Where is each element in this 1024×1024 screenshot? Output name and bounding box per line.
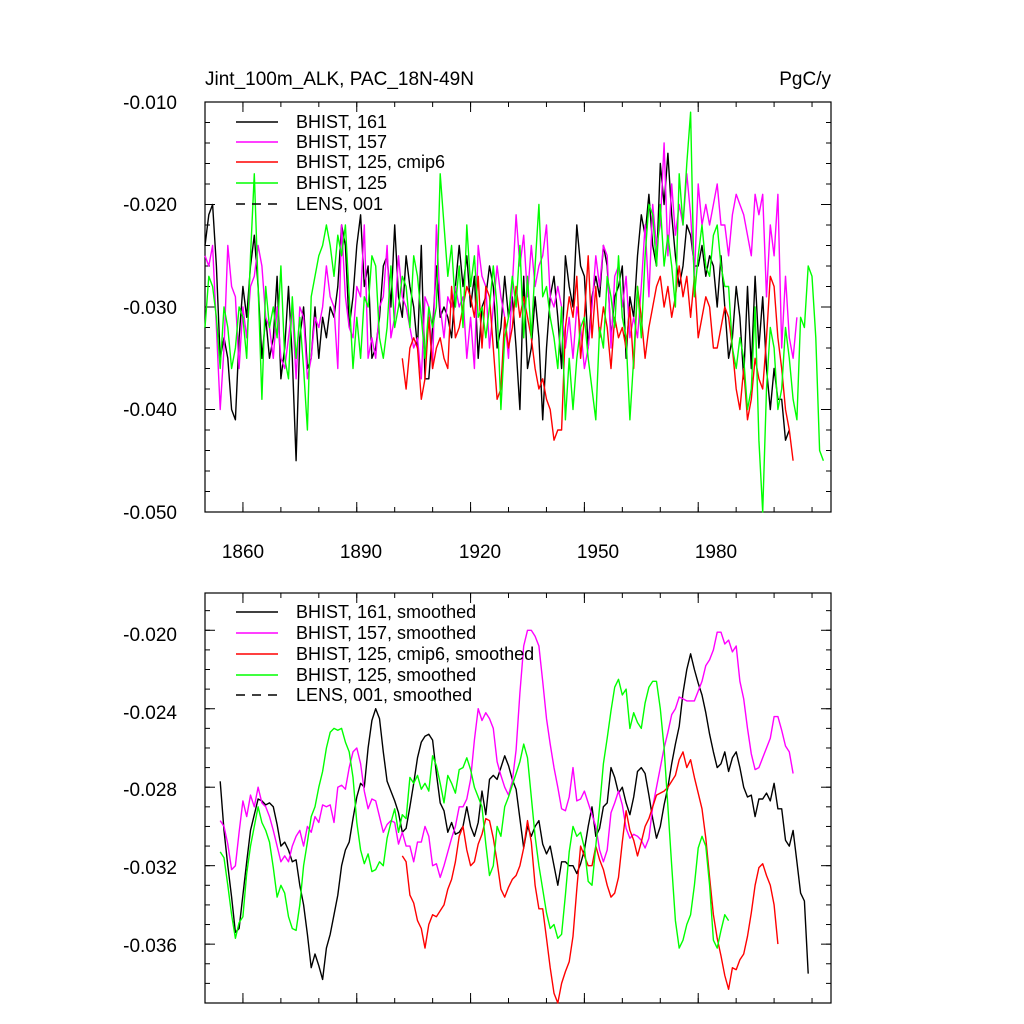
x-tick-label: 1920	[459, 542, 501, 563]
series-line-bhist-125-smoothed	[219, 678, 730, 949]
y-axis-bottom: -0.020 -0.024 -0.028 -0.032 -0.036	[123, 625, 177, 957]
legend-label: BHIST, 125, cmip6	[296, 152, 445, 172]
y-tick-label: -0.040	[123, 400, 177, 421]
panel-smoothed: -0.020 -0.024 -0.028 -0.032 -0.036 BHIST…	[123, 592, 832, 1004]
series-line-bhist-125-cmip6	[401, 255, 794, 461]
tick-marks-top	[204, 101, 831, 513]
y-tick-label: -0.032	[123, 858, 177, 879]
y-tick-label: -0.028	[123, 780, 177, 801]
legend-label: BHIST, 157	[296, 132, 387, 152]
legend-label: LENS, 001, smoothed	[296, 685, 472, 705]
series-line-bhist-125-cmip6-smoothed	[401, 751, 779, 1004]
y-tick-label: -0.030	[123, 298, 177, 319]
series-line-bhist-157	[204, 142, 798, 411]
x-tick-label: 1860	[222, 542, 264, 563]
tick-marks-bottom	[204, 593, 831, 1004]
legend-label: LENS, 001	[296, 194, 383, 214]
chart-title: Jint_100m_ALK, PAC_18N-49N	[205, 69, 474, 90]
legend-top: BHIST, 161 BHIST, 157 BHIST, 125, cmip6 …	[236, 112, 445, 214]
legend-label: BHIST, 161, smoothed	[296, 602, 476, 622]
series-line-bhist-125	[204, 111, 825, 513]
x-tick-label: 1980	[695, 542, 737, 563]
y-tick-label: -0.024	[123, 703, 177, 724]
x-tick-label: 1890	[340, 542, 382, 563]
legend-bottom: BHIST, 161, smoothed BHIST, 157, smoothe…	[236, 602, 534, 705]
y-tick-label: -0.036	[123, 936, 177, 957]
y-tick-label: -0.020	[123, 195, 177, 216]
legend-label: BHIST, 157, smoothed	[296, 623, 476, 643]
legend-label: BHIST, 161	[296, 112, 387, 132]
y-tick-label: -0.020	[123, 625, 177, 646]
y-axis-top: -0.010 -0.020 -0.030 -0.040 -0.050	[123, 93, 177, 524]
units-label: PgC/y	[779, 69, 831, 90]
panel-annual: Jint_100m_ALK, PAC_18N-49N PgC/y -0.010 …	[123, 69, 832, 563]
legend-label: BHIST, 125	[296, 173, 387, 193]
x-tick-label: 1950	[577, 542, 619, 563]
legend-label: BHIST, 125, smoothed	[296, 665, 476, 685]
y-tick-label: -0.010	[123, 93, 177, 114]
series-group-bottom	[219, 629, 809, 1004]
plot-frame-bottom	[204, 592, 832, 1004]
legend-label: BHIST, 125, cmip6, smoothed	[296, 644, 534, 664]
y-tick-label: -0.050	[123, 503, 177, 524]
series-line-bhist-157-smoothed	[219, 629, 794, 879]
x-axis-top: 1860 1890 1920 1950 1980	[222, 542, 737, 563]
series-group-top	[204, 111, 825, 513]
series-line-bhist-161-smoothed	[219, 653, 809, 981]
